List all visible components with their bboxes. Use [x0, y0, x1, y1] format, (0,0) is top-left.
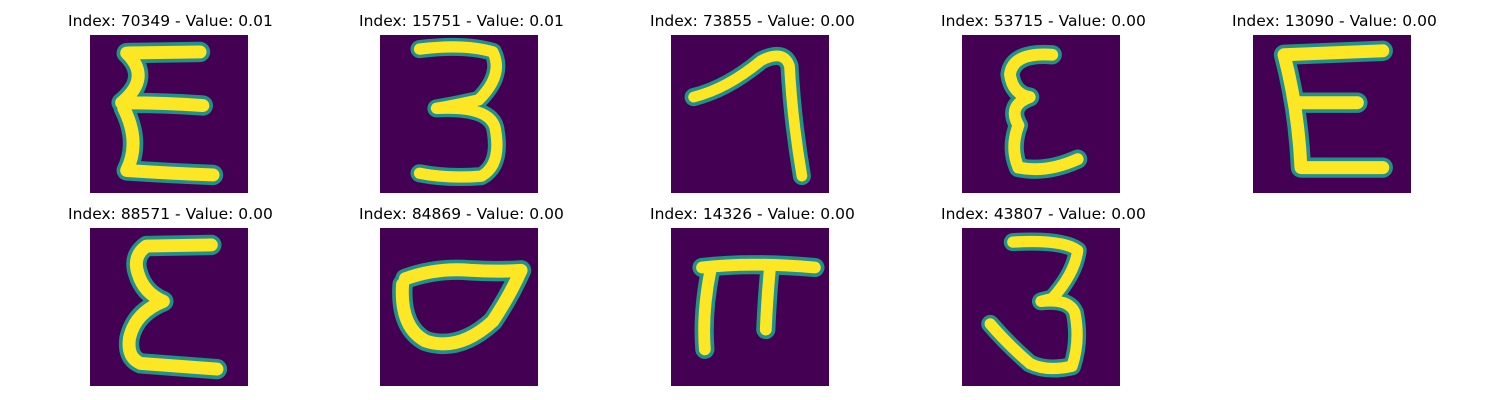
panel-title: Index: 73855 - Value: 0.00 — [650, 12, 855, 30]
digit-image — [1253, 35, 1411, 193]
panel-title: Index: 88571 - Value: 0.00 — [68, 205, 273, 223]
digit-image — [671, 35, 829, 193]
glyph-three — [981, 232, 1087, 378]
digit-image — [962, 35, 1120, 193]
panel-title: Index: 84869 - Value: 0.00 — [359, 205, 564, 223]
glyph-pi — [692, 255, 825, 359]
panel-7: Index: 84869 - Value: 0.00 — [359, 205, 564, 386]
panel-title: Index: 15751 - Value: 0.01 — [359, 12, 564, 30]
digit-image — [90, 228, 248, 386]
panel-2: Index: 15751 - Value: 0.01 — [359, 12, 564, 193]
glyph-seven — [684, 46, 811, 186]
panel-title: Index: 14326 - Value: 0.00 — [650, 205, 855, 223]
panel-5: Index: 13090 - Value: 0.00 — [1232, 12, 1437, 193]
panel-1: Index: 70349 - Value: 0.01 — [68, 12, 273, 193]
digit-image — [90, 35, 248, 193]
panel-title: Index: 70349 - Value: 0.01 — [68, 12, 273, 30]
digit-image — [380, 35, 538, 193]
panel-9: Index: 43807 - Value: 0.00 — [941, 205, 1146, 386]
panel-title: Index: 13090 - Value: 0.00 — [1232, 12, 1437, 30]
panel-6: Index: 88571 - Value: 0.00 — [68, 205, 273, 386]
glyph-epsilon — [1000, 44, 1088, 179]
digit-image — [671, 228, 829, 386]
glyph-d-loop — [392, 259, 532, 354]
digit-image — [962, 228, 1120, 386]
digit-image — [380, 228, 538, 386]
glyph-epsilon — [118, 234, 228, 380]
glyph-three — [410, 37, 506, 187]
panel-title: Index: 43807 - Value: 0.00 — [941, 205, 1146, 223]
glyph-capital-e — [1273, 40, 1393, 178]
panel-4: Index: 53715 - Value: 0.00 — [941, 12, 1146, 193]
panel-8: Index: 14326 - Value: 0.00 — [650, 205, 855, 386]
glyph-epsilon — [111, 41, 224, 186]
panel-3: Index: 73855 - Value: 0.00 — [650, 12, 855, 193]
panel-title: Index: 53715 - Value: 0.00 — [941, 12, 1146, 30]
